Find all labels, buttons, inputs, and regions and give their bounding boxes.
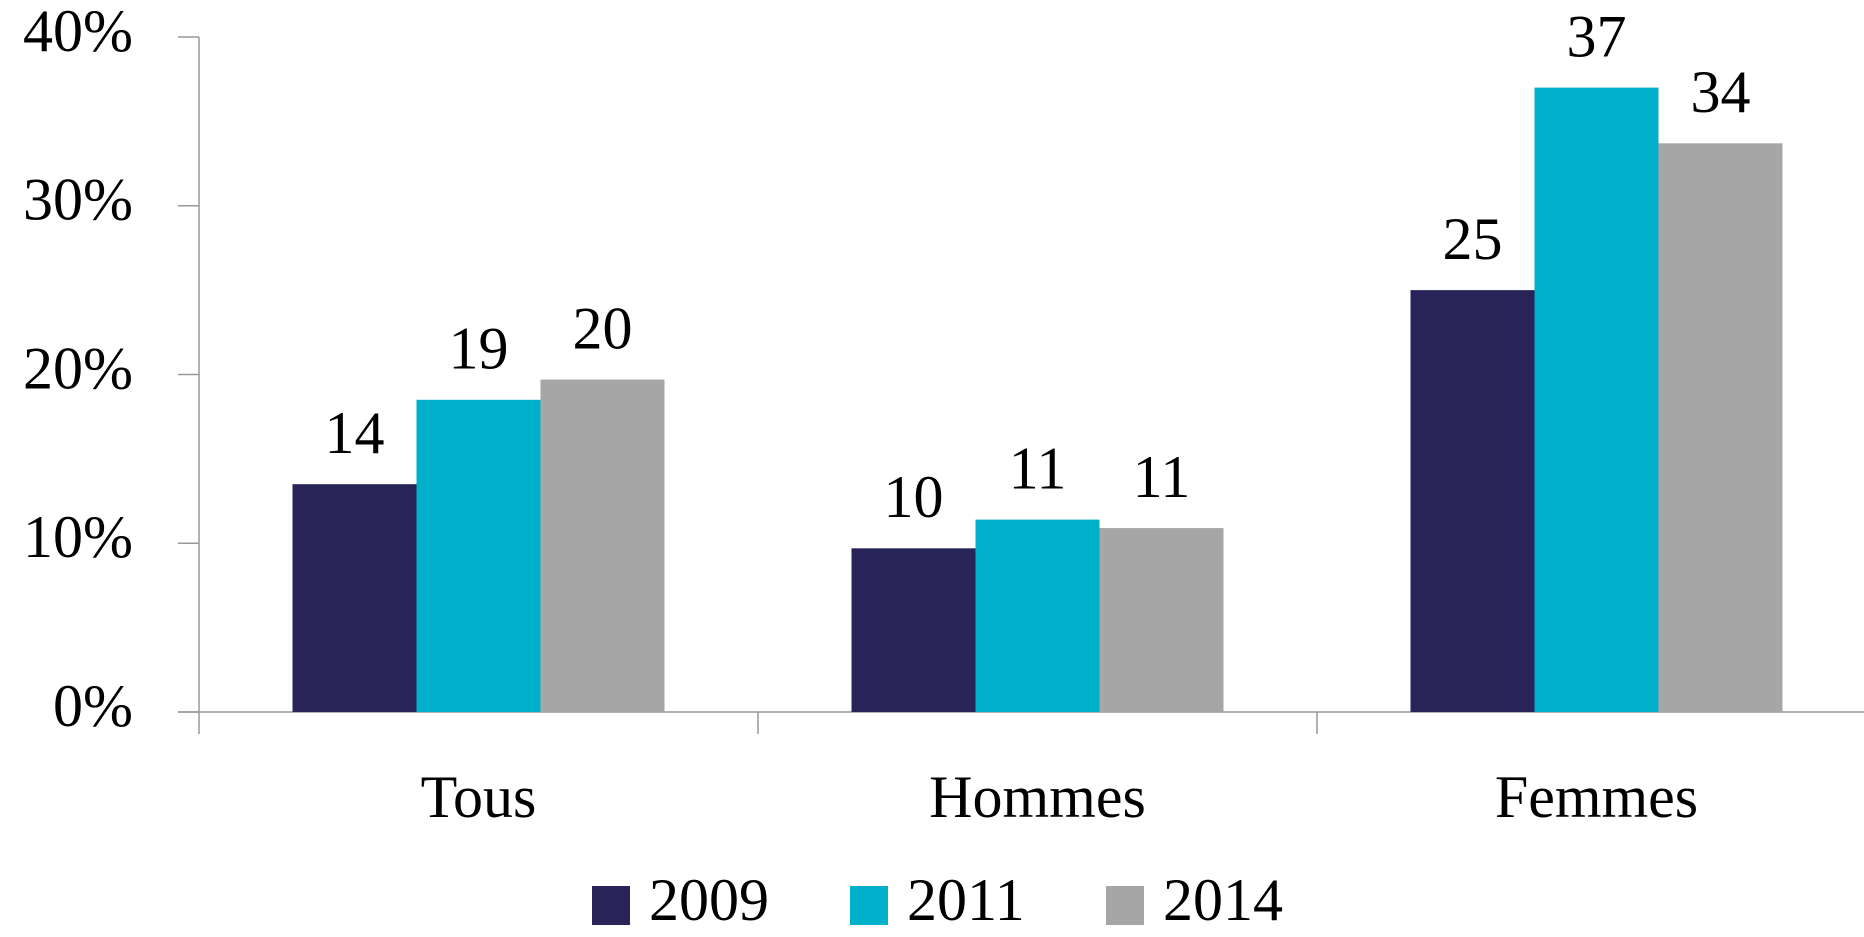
y-tick-label: 30% (23, 167, 133, 233)
legend-swatch (850, 886, 888, 925)
x-tick-label: Tous (421, 764, 537, 830)
data-label: 11 (1133, 444, 1191, 510)
bar (851, 548, 976, 712)
data-label: 11 (1009, 435, 1067, 501)
bar (540, 379, 665, 712)
y-tick-label: 10% (23, 504, 133, 570)
bar (1099, 528, 1224, 712)
data-label: 25 (1443, 206, 1503, 272)
data-label: 37 (1567, 3, 1627, 69)
data-label: 34 (1691, 59, 1751, 125)
y-tick-label: 0% (53, 673, 133, 739)
legend-label: 2011 (907, 867, 1025, 933)
bar (975, 519, 1100, 712)
data-label: 19 (449, 316, 509, 382)
legend-label: 2009 (649, 867, 769, 933)
data-label: 14 (325, 400, 385, 466)
bar (1534, 87, 1659, 712)
x-tick-label: Femmes (1495, 764, 1698, 830)
bar (1658, 143, 1783, 712)
legend-swatch (592, 886, 630, 925)
bar (292, 484, 417, 712)
y-tick-label: 40% (23, 0, 133, 64)
y-tick-label: 20% (23, 335, 133, 401)
data-label: 10 (884, 464, 944, 530)
legend-swatch (1106, 886, 1144, 925)
x-tick-label: Hommes (929, 764, 1146, 830)
data-label: 20 (573, 295, 633, 361)
bar (1410, 290, 1535, 712)
bar (416, 399, 541, 712)
legend-label: 2014 (1163, 867, 1283, 933)
